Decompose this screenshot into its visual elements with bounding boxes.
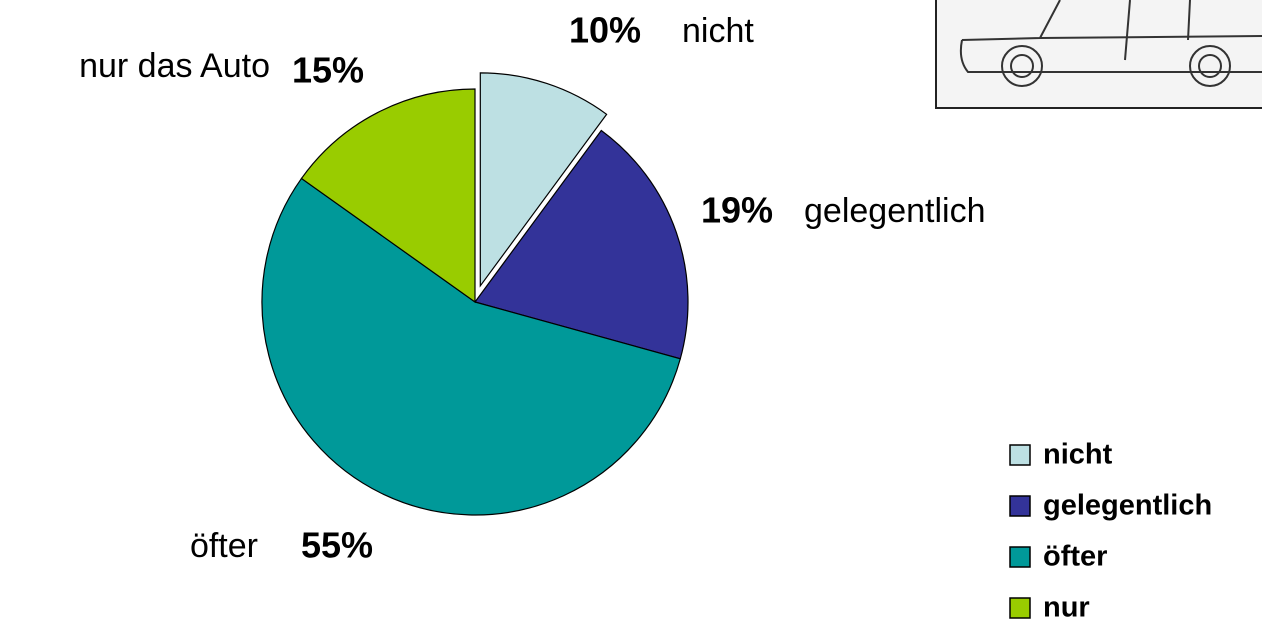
value-label: 19% (701, 190, 773, 231)
legend-swatch (1010, 598, 1030, 618)
slice-label: gelegentlich (804, 192, 985, 230)
legend-swatch (1010, 547, 1030, 567)
legend-label: nicht (1043, 439, 1113, 471)
legend-swatch (1010, 496, 1030, 516)
slice-label: öfter (190, 527, 258, 565)
car-illustration (936, 0, 1262, 108)
value-label: 10% (569, 10, 641, 51)
legend-label: nur (1043, 592, 1090, 624)
slice-label: nur das Auto (79, 47, 270, 85)
value-label: 15% (292, 50, 364, 91)
legend-swatch (1010, 445, 1030, 465)
value-label: 55% (301, 525, 373, 566)
legend-label: öfter (1043, 541, 1107, 573)
slice-label: nicht (682, 12, 754, 50)
chart: 10% nicht 19% gelegentlich 55% öfter 15% nur da… (0, 0, 1262, 624)
legend-label: gelegentlich (1043, 490, 1212, 522)
